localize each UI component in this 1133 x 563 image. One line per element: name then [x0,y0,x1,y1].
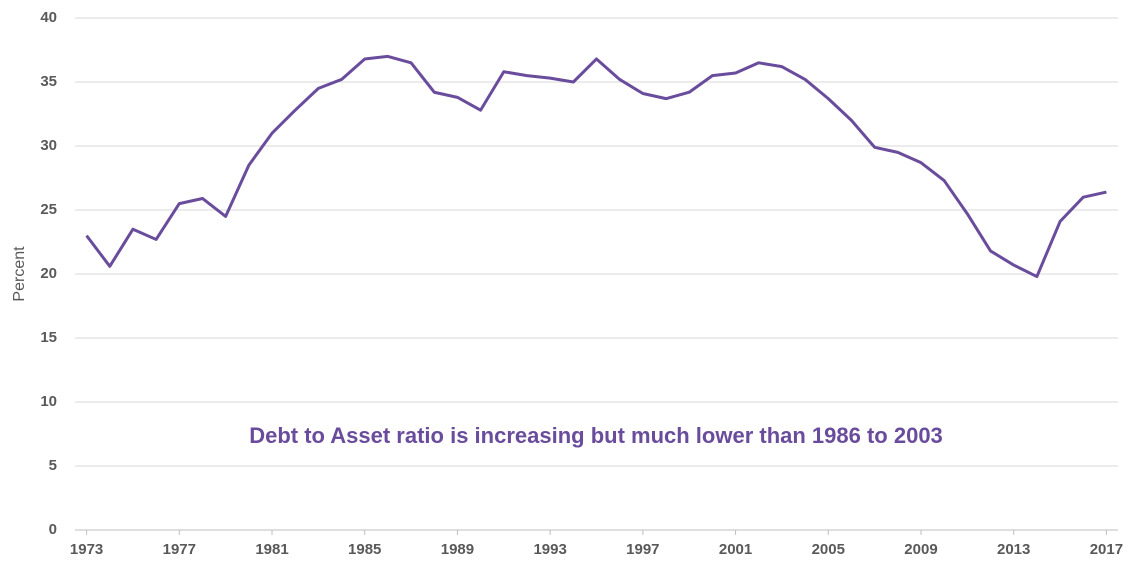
x-tick-label: 1997 [626,541,659,558]
y-tick-label: 25 [40,201,57,218]
x-tick-label: 2017 [1090,541,1123,558]
y-tick-label: 35 [40,73,57,90]
y-tick-label: 5 [49,457,57,474]
x-tick-label: 2009 [904,541,937,558]
x-tick-label: 1993 [533,541,566,558]
y-tick-label: 15 [40,329,57,346]
x-tick-label: 1973 [70,541,103,558]
y-axis-label: Percent [11,246,28,302]
x-tick-label: 2013 [997,541,1030,558]
annotation: Debt to Asset ratio is increasing but mu… [249,423,943,448]
x-tick-label: 1985 [348,541,381,558]
x-tick-label: 1977 [163,541,196,558]
x-tick-label: 1981 [255,541,288,558]
y-tick-label: 0 [49,521,57,538]
x-tick-label: 2005 [812,541,845,558]
y-tick-label: 10 [40,393,57,410]
data-line [85,54,1107,279]
y-tick-label: 20 [40,265,57,282]
x-tick-label: 2001 [719,541,752,558]
x-tick-label: 1989 [441,541,474,558]
y-tick-label: 30 [40,137,57,154]
y-tick-label: 40 [40,9,57,26]
